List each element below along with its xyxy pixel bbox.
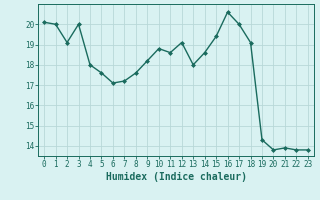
X-axis label: Humidex (Indice chaleur): Humidex (Indice chaleur) [106,172,246,182]
